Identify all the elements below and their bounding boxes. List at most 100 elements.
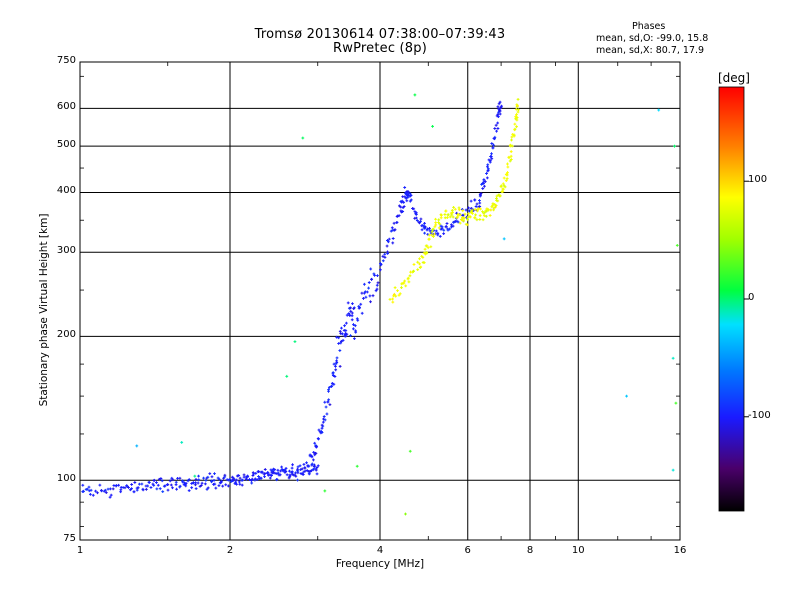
data-point	[412, 263, 416, 266]
data-point	[492, 143, 495, 147]
y-tick-label: 200	[56, 329, 76, 341]
data-point	[146, 484, 150, 488]
x-tick-label: 6	[464, 545, 471, 556]
data-point	[433, 225, 437, 229]
data-point	[486, 168, 490, 172]
data-point	[426, 246, 430, 250]
data-point	[127, 486, 130, 489]
data-point	[498, 109, 501, 113]
data-point	[442, 232, 446, 235]
data-point	[412, 207, 416, 211]
data-point	[375, 283, 379, 287]
data-point	[307, 472, 311, 476]
data-point	[473, 208, 477, 211]
data-point	[272, 470, 275, 474]
data-point	[152, 478, 156, 482]
data-point	[483, 184, 486, 188]
data-point	[174, 483, 178, 487]
data-point	[468, 215, 472, 219]
data-point	[414, 216, 418, 220]
data-point	[155, 487, 159, 491]
data-point	[489, 155, 493, 158]
data-point	[270, 474, 273, 477]
data-point	[344, 321, 348, 325]
data-point	[466, 218, 470, 222]
data-point	[448, 215, 452, 219]
data-point	[391, 237, 395, 240]
data-point	[111, 487, 115, 491]
data-point	[350, 318, 354, 322]
data-point	[130, 483, 134, 486]
data-point	[337, 342, 341, 345]
data-point	[338, 365, 342, 368]
data-point	[137, 482, 141, 486]
data-point	[467, 206, 470, 210]
data-point	[278, 473, 282, 477]
data-point	[323, 400, 327, 404]
data-point	[288, 469, 291, 473]
data-point	[365, 290, 369, 294]
data-point	[514, 107, 518, 111]
data-point	[275, 472, 279, 476]
data-point	[349, 310, 353, 313]
data-point	[424, 225, 427, 229]
data-point	[440, 227, 444, 231]
data-point	[438, 222, 442, 226]
data-point	[415, 219, 419, 222]
data-point	[349, 334, 352, 338]
data-point	[510, 135, 514, 139]
data-point	[299, 468, 303, 472]
data-point	[509, 154, 513, 158]
data-point	[234, 480, 237, 484]
data-point	[442, 228, 446, 232]
data-point	[217, 477, 221, 481]
data-point	[461, 213, 465, 217]
data-point	[486, 163, 490, 167]
data-point	[227, 478, 231, 482]
data-point	[371, 294, 375, 298]
data-point	[502, 176, 506, 180]
data-point	[135, 488, 139, 492]
grid-lines	[80, 62, 680, 540]
data-point	[413, 93, 417, 97]
data-point	[498, 112, 502, 116]
data-point	[108, 495, 112, 499]
data-point	[503, 185, 507, 189]
phases-o-line: mean, sd,O: -99.0, 15.8	[596, 33, 709, 44]
data-point	[300, 467, 304, 471]
data-point	[513, 128, 517, 132]
data-point	[484, 214, 488, 218]
data-point	[511, 133, 515, 136]
data-point	[344, 329, 348, 332]
data-point	[119, 490, 123, 494]
plot-frame	[79, 61, 681, 541]
data-point	[510, 144, 514, 148]
data-point	[369, 267, 373, 271]
data-point	[416, 260, 420, 264]
data-point	[96, 491, 99, 495]
data-point	[478, 201, 482, 205]
data-points	[81, 93, 679, 516]
data-point	[492, 208, 496, 212]
data-point	[272, 467, 275, 471]
data-point	[501, 187, 505, 191]
data-point	[460, 218, 464, 222]
data-point	[166, 488, 170, 492]
data-point	[406, 195, 410, 199]
data-point	[169, 483, 173, 487]
data-point	[190, 486, 194, 490]
data-point	[357, 306, 361, 310]
data-point	[488, 214, 492, 217]
data-point	[184, 482, 188, 485]
data-point	[490, 152, 493, 156]
data-point	[347, 312, 351, 315]
data-point	[451, 211, 455, 214]
data-point	[359, 302, 363, 306]
data-point	[430, 230, 434, 234]
data-point	[421, 261, 425, 264]
data-point	[439, 213, 443, 216]
data-point	[508, 159, 512, 163]
data-point	[398, 292, 402, 296]
data-point	[312, 458, 315, 462]
